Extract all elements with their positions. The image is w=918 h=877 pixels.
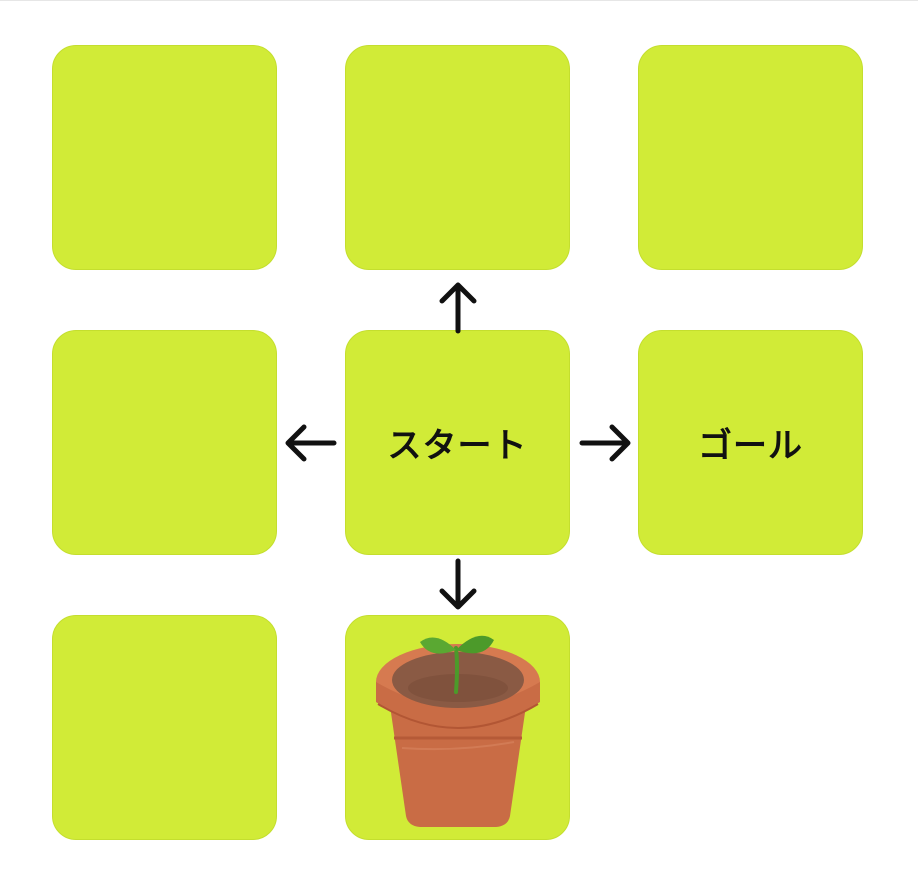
- arrow-right-icon: [576, 413, 636, 473]
- tile-start[interactable]: スタート: [345, 330, 570, 555]
- tile-goal[interactable]: ゴール: [638, 330, 863, 555]
- arrow-up-icon: [428, 277, 488, 337]
- tile-r1c2[interactable]: [345, 45, 570, 270]
- potted-sprout-icon[interactable]: [374, 626, 542, 832]
- goal-label: ゴール: [698, 426, 803, 466]
- arrow-left-icon: [280, 413, 340, 473]
- tile-r1c1[interactable]: [52, 45, 277, 270]
- tile-r3c2[interactable]: [345, 615, 570, 840]
- arrow-down-icon: [428, 557, 488, 617]
- start-label: スタート: [387, 426, 528, 466]
- tile-r3c1[interactable]: [52, 615, 277, 840]
- tile-r2c1[interactable]: [52, 330, 277, 555]
- tile-r1c3[interactable]: [638, 45, 863, 270]
